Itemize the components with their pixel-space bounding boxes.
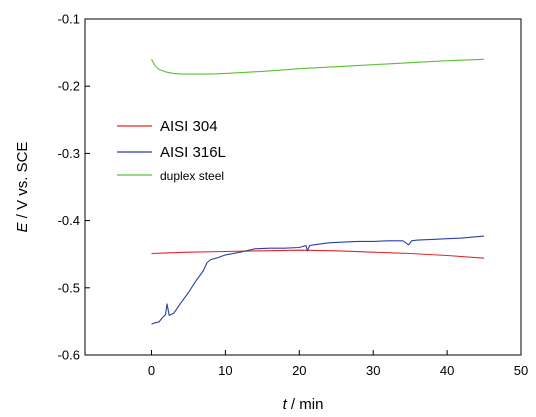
legend-label-aisi-316l: AISI 316L (160, 144, 226, 161)
x-axis-title-unit: / min (287, 396, 324, 413)
legend: AISI 304 AISI 316L duplex steel (117, 118, 226, 183)
y-axis-title-unit: / V vs. SCE (14, 142, 31, 223)
x-tick-label: 10 (218, 363, 232, 378)
y-tick-label: -0.4 (58, 213, 80, 228)
series-line-duplex-steel (151, 58, 485, 75)
x-tick-label: 50 (514, 363, 528, 378)
y-axis-title-symbol: E (14, 221, 31, 232)
y-tick-label: -0.1 (58, 12, 80, 27)
series-line-aisi-316l (151, 235, 485, 325)
y-axis-title: E / V vs. SCE (14, 142, 31, 233)
series-layer (151, 58, 485, 325)
series-line-aisi-304 (151, 249, 485, 259)
plot-area-frame (84, 18, 522, 356)
y-tick-label: -0.3 (58, 146, 80, 161)
x-tick-label: 0 (148, 363, 155, 378)
y-tick-label: -0.6 (58, 348, 80, 363)
y-axis: -0.6 -0.5 -0.4 -0.3 -0.2 -0.1 (58, 12, 90, 363)
x-tick-label: 40 (440, 363, 454, 378)
x-axis-title-symbol: t (283, 396, 288, 413)
x-axis-title: t / min (283, 396, 324, 413)
x-tick-label: 30 (366, 363, 380, 378)
y-tick-label: -0.5 (58, 280, 80, 295)
x-axis: 0 10 20 30 40 50 (148, 350, 528, 378)
legend-label-aisi-304: AISI 304 (160, 118, 218, 135)
x-tick-label: 20 (292, 363, 306, 378)
y-tick-label: -0.2 (58, 79, 80, 94)
legend-label-duplex-steel: duplex steel (160, 169, 224, 183)
